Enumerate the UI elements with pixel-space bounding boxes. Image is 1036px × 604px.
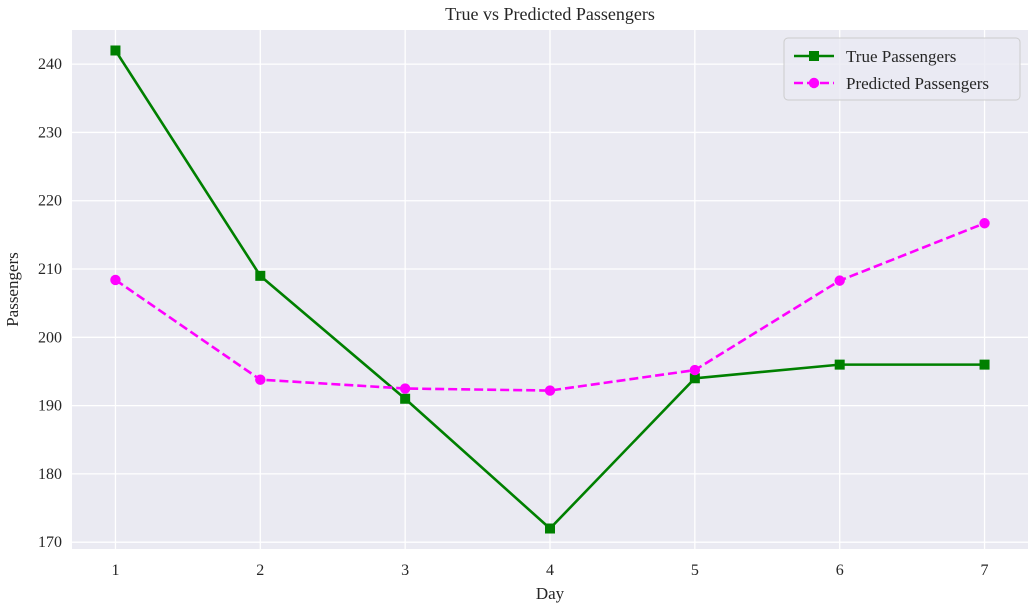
chart-title: True vs Predicted Passengers	[445, 4, 655, 24]
data-point-circle	[110, 274, 121, 286]
data-point-circle	[689, 364, 701, 376]
data-point-square	[110, 45, 121, 56]
y-tick-label: 230	[38, 124, 62, 141]
x-tick-label: 3	[401, 562, 409, 579]
legend: True Passengers Predicted Passengers	[783, 37, 1021, 101]
x-tick-label: 7	[981, 562, 989, 579]
data-point-square	[255, 270, 266, 281]
y-axis-label: Passengers	[3, 252, 22, 327]
y-tick-label: 210	[38, 261, 62, 278]
data-point-circle	[399, 383, 411, 394]
y-tick-label: 220	[38, 193, 62, 210]
legend-marker-circle	[808, 77, 820, 89]
data-point-square	[400, 393, 411, 404]
x-tick-label: 2	[256, 562, 264, 579]
x-tick-label: 6	[836, 562, 844, 579]
legend-label: True Passengers	[846, 47, 956, 66]
data-point-square	[834, 359, 845, 370]
legend-marker-square	[809, 51, 819, 61]
y-tick-label: 240	[38, 56, 62, 73]
series-true	[110, 45, 990, 534]
y-tick-label: 200	[38, 329, 62, 346]
x-tick-label: 5	[691, 562, 699, 579]
x-tick-label: 1	[111, 562, 119, 579]
y-tick-label: 170	[38, 534, 62, 551]
series-predicted	[110, 218, 990, 396]
data-point-circle	[834, 275, 845, 286]
data-point-circle	[979, 218, 990, 229]
data-point-square	[545, 523, 555, 534]
data-point-square	[689, 373, 700, 384]
grid-lines	[72, 30, 1028, 549]
x-tick-label: 4	[546, 562, 554, 579]
data-point-square	[979, 359, 990, 370]
data-point-circle	[544, 385, 556, 396]
y-tick-label: 180	[38, 466, 62, 483]
tick-labels: 1 2 3 4 5 6 7 170 180 190 200 210 220 230 240	[38, 56, 989, 579]
legend-box	[783, 37, 1021, 101]
data-point-circle	[255, 374, 266, 385]
data-series	[110, 45, 990, 534]
legend-label: Predicted Passengers	[846, 74, 989, 93]
x-axis-label: Day	[536, 584, 565, 603]
y-tick-label: 190	[38, 398, 62, 415]
